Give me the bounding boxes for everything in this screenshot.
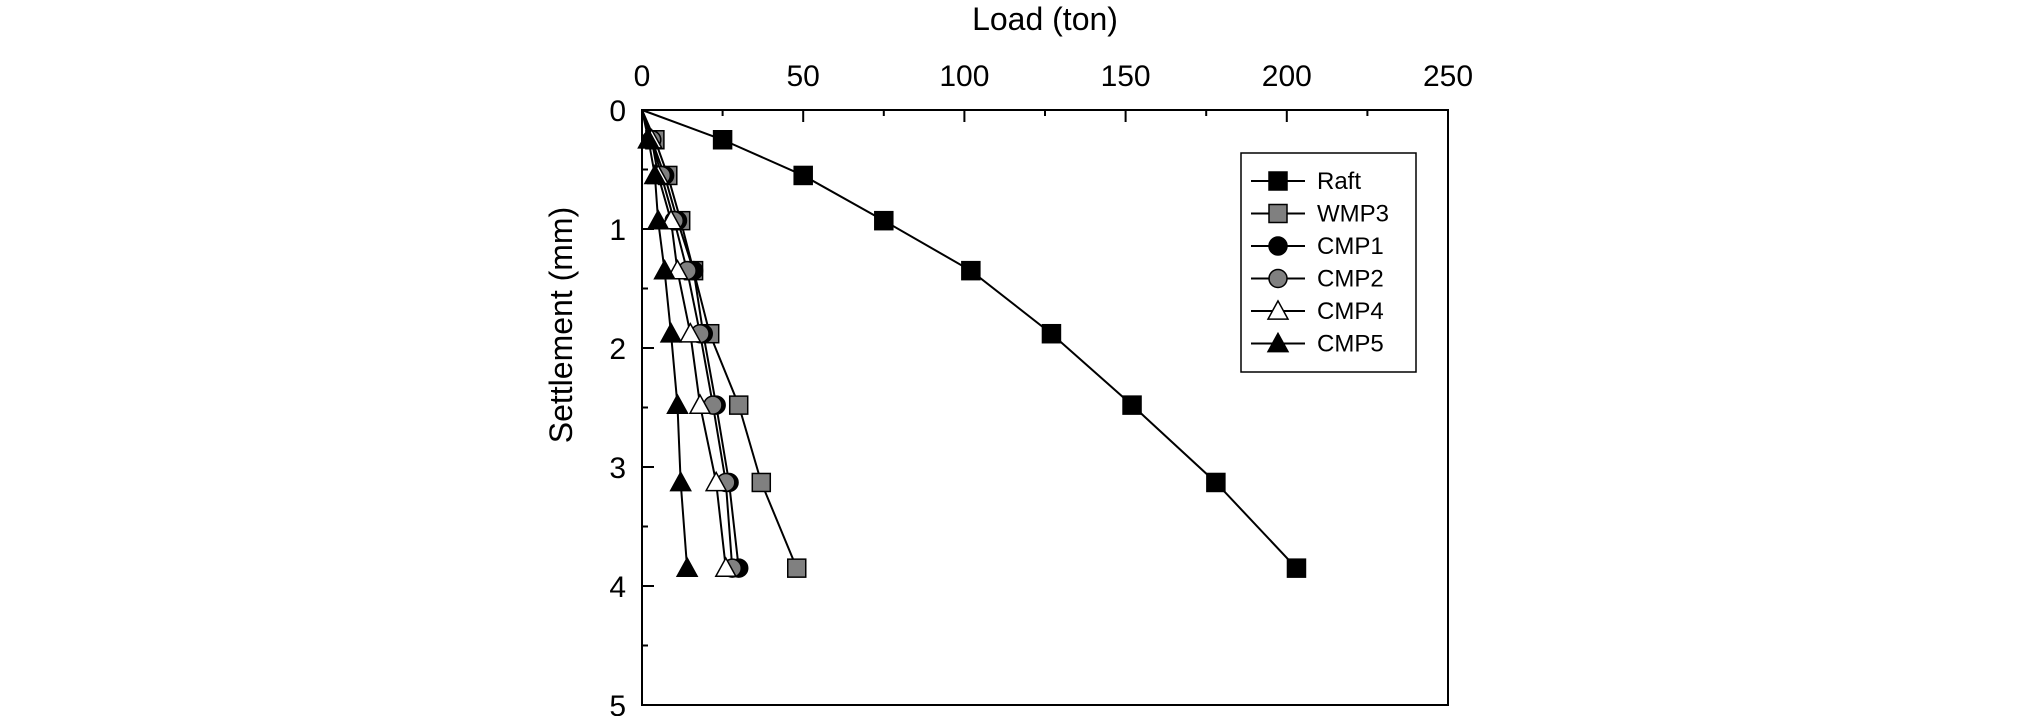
legend: Raft WMP3 CMP1 CMP2 CMP4 CMP5: [1240, 152, 1417, 373]
legend-label: Raft: [1317, 168, 1361, 195]
data-point: [637, 128, 660, 149]
data-point: [704, 470, 728, 492]
data-point: [688, 393, 712, 414]
legend-label: CMP1: [1317, 233, 1384, 260]
x-tick-label: 250: [1423, 60, 1473, 93]
y-tick-label: 3: [609, 452, 626, 485]
x-tick-label: 50: [787, 60, 820, 93]
data-point: [666, 393, 689, 414]
legend-label: CMP4: [1317, 298, 1384, 325]
x-tick-label: 200: [1262, 60, 1312, 93]
series-layer: [637, 109, 1307, 578]
y-tick-label: 5: [609, 690, 626, 716]
legend-marker: [1266, 299, 1290, 320]
data-point: [1041, 323, 1062, 344]
legend-marker: [1268, 203, 1288, 224]
data-point: [1122, 395, 1142, 415]
y-tick-label: 2: [609, 333, 626, 366]
data-point: [646, 209, 670, 230]
data-point: [751, 472, 772, 493]
legend-label: CMP5: [1317, 331, 1384, 358]
series-raft: [641, 109, 1307, 578]
legend-marker: [1266, 331, 1290, 353]
data-point: [675, 556, 699, 577]
y-tick-label: 4: [609, 571, 626, 604]
x-tick-label: 100: [939, 60, 989, 93]
series-line: [641, 109, 1298, 569]
legend-marker: [1268, 268, 1288, 289]
legend-marker: [1268, 236, 1288, 256]
data-point: [728, 395, 749, 415]
data-point: [961, 260, 981, 281]
x-tick-label: 0: [634, 60, 651, 93]
data-point: [679, 322, 702, 343]
legend-marker: [1268, 171, 1288, 191]
legend-label: CMP2: [1317, 266, 1384, 293]
data-point: [659, 322, 683, 343]
y-tick-label: 0: [609, 95, 626, 128]
data-point: [643, 163, 667, 185]
data-point: [1286, 558, 1307, 578]
data-point: [874, 210, 894, 231]
data-point: [793, 165, 813, 186]
data-point: [714, 556, 738, 577]
x-tick-label: 150: [1101, 60, 1151, 93]
data-point: [653, 258, 676, 280]
axes: 0 50 100 150 200 250 0 1 2 3 4 5: [609, 60, 1473, 716]
data-point: [669, 470, 692, 492]
y-axis-title: Settlement (mm): [543, 207, 579, 443]
series-cmp5: [637, 109, 699, 577]
y-tick-label: 1: [609, 214, 626, 247]
data-point: [1206, 472, 1226, 493]
data-point: [787, 558, 807, 578]
legend-label: WMP3: [1317, 201, 1389, 228]
x-axis-title: Load (ton): [972, 1, 1118, 37]
data-point: [712, 130, 733, 150]
